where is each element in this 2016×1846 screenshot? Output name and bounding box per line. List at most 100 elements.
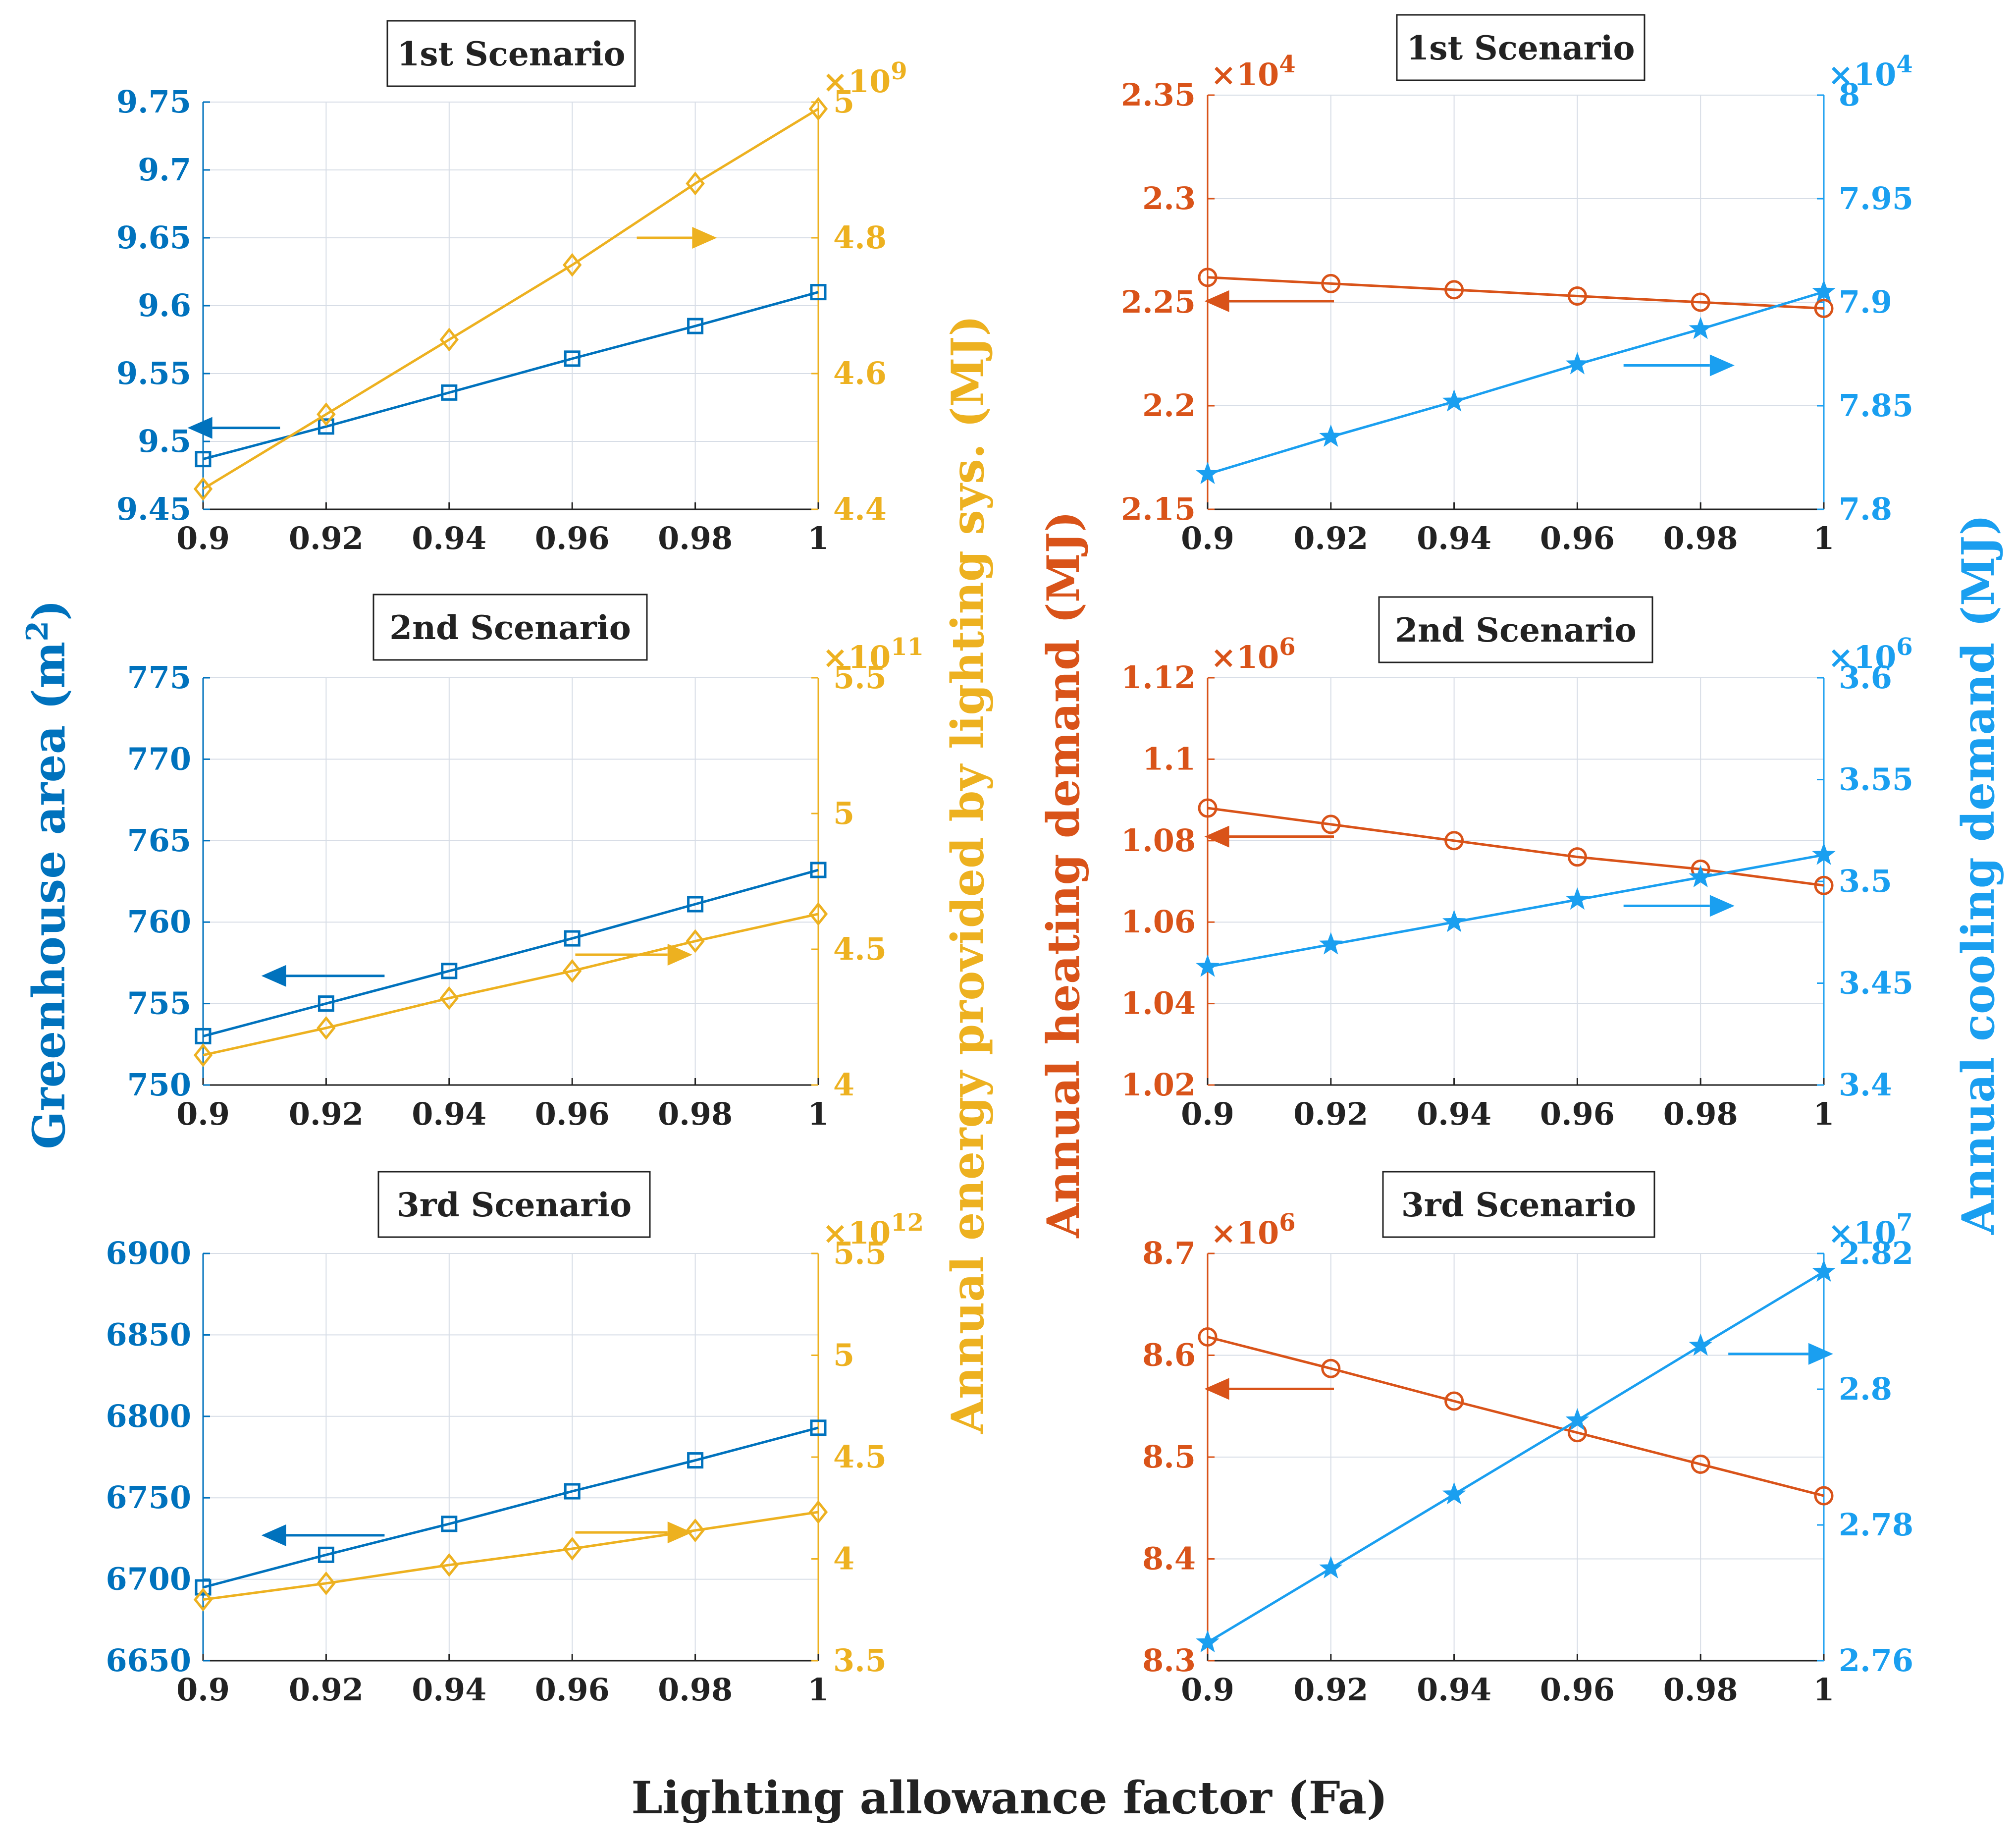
series-point-star	[1812, 279, 1836, 302]
left-y-tick-label: 8.5	[1142, 1439, 1196, 1475]
series-point-circle	[1444, 831, 1464, 851]
arrow-head-left	[1204, 290, 1229, 312]
right-y-tick-label: 2.76	[1839, 1642, 1913, 1679]
series-point-star	[1319, 424, 1343, 447]
left-y-tick-label: 6800	[106, 1398, 191, 1434]
arrow-head-right	[1709, 354, 1735, 377]
x-tick-label: 0.96	[1540, 1672, 1615, 1708]
right-y-tick-label: 2.78	[1839, 1507, 1913, 1543]
right-y-tick-label: 5	[833, 795, 854, 831]
x-tick-label: 0.96	[535, 1096, 610, 1132]
left-y-tick-label: 9.7	[138, 152, 191, 188]
series-line-star	[1207, 1270, 1825, 1644]
left-y-exponent-power: 4	[1279, 51, 1295, 78]
series-point-star	[1319, 1556, 1343, 1578]
panel-title: 2nd Scenario	[1395, 611, 1637, 650]
right-y-tick-label: 7.85	[1839, 387, 1913, 424]
series-point-diamond	[686, 929, 705, 953]
series-point-diamond	[562, 253, 582, 277]
series-line-diamond	[202, 108, 819, 490]
x-tick-label: 0.9	[1181, 1096, 1234, 1132]
series-point-circle	[1691, 292, 1710, 312]
x-tick-label: 0.96	[535, 520, 610, 556]
series-point-diamond	[439, 327, 459, 352]
x-axis-label: Lighting allowance factor (Fa)	[631, 1772, 1387, 1824]
right-y-tick-label: 2.8	[1839, 1371, 1892, 1407]
left-y-exponent-base: ×10	[1211, 639, 1279, 675]
series-point-square	[564, 1483, 581, 1500]
left-y-tick-label: 6650	[106, 1642, 191, 1679]
right-y-tick-label: 4	[833, 1067, 854, 1103]
left-y-tick-label: 750	[127, 1067, 191, 1103]
series-line-star	[1207, 854, 1824, 969]
series-point-star	[1565, 887, 1590, 910]
left-y-exponent-power: 6	[1279, 633, 1295, 661]
arrow-head-right	[667, 1521, 692, 1544]
panels: 0.9 0.92 0.94 0.96 0.98 19.459.59.559.69.659.…	[106, 14, 1913, 1708]
left-y-tick-label: 9.6	[138, 287, 191, 324]
series-point-diamond	[808, 1500, 828, 1524]
series-point-diamond	[317, 1016, 336, 1040]
left-y-exponent: ×106	[1211, 633, 1296, 675]
right-y-tick-label: 5	[833, 84, 854, 120]
series-point-star	[1196, 954, 1220, 977]
x-tick-label: 1	[1813, 1672, 1834, 1708]
series-point-circle	[1691, 1454, 1710, 1474]
series-point-circle	[1321, 273, 1341, 293]
series-point-square	[318, 418, 334, 435]
x-tick-label: 0.92	[289, 520, 364, 556]
left-y-tick-label: 1.04	[1121, 985, 1196, 1022]
left-y-axis-label-main: Greenhouse area (m	[23, 642, 75, 1149]
series-point-circle	[1198, 268, 1218, 287]
series-line-diamond	[203, 913, 819, 1057]
x-tick-label: 0.9	[1181, 520, 1234, 556]
series-point-star	[1689, 317, 1712, 339]
left-y-axis-label: Greenhouse area (m2)	[20, 599, 75, 1149]
x-tick-label: 0.94	[412, 1672, 486, 1708]
series-point-star	[1812, 842, 1836, 865]
plot-area	[203, 678, 818, 1085]
right-y-tick-label: 7.9	[1839, 284, 1892, 320]
panel-title: 1st Scenario	[1406, 29, 1635, 67]
series-point-star	[1565, 1408, 1590, 1431]
right-y-tick-label: 4.4	[833, 491, 887, 527]
series-line-circle	[1207, 1336, 1824, 1497]
right-y-exponent-power: 4	[1896, 51, 1912, 78]
x-tick-label: 0.98	[1663, 520, 1738, 556]
x-tick-label: 0.92	[289, 1096, 364, 1132]
left-y-tick-label: 6750	[106, 1479, 191, 1516]
series-point-diamond	[317, 1571, 336, 1595]
left-y-tick-label: 2.25	[1121, 284, 1196, 320]
x-tick-label: 0.94	[1417, 1096, 1491, 1132]
series-line-circle	[1207, 807, 1824, 887]
x-tick-label: 0.94	[412, 1096, 486, 1132]
right-y-tick-label: 4.6	[833, 355, 887, 391]
right-y-exponent: ×1011	[822, 633, 924, 675]
series-point-circle	[1444, 1391, 1464, 1411]
left-y-tick-label: 770	[127, 741, 191, 777]
panel-title-box	[1382, 1171, 1655, 1238]
arrow-head-right	[667, 943, 692, 966]
panel-title-box	[1378, 596, 1653, 663]
right-y-exponent-base: ×10	[1828, 56, 1896, 93]
left-y-tick-label: 8.4	[1142, 1541, 1196, 1577]
series-point-circle	[1198, 798, 1218, 818]
series-point-diamond	[193, 477, 213, 501]
right-y-exponent-base: ×10	[822, 1215, 891, 1251]
x-tick-label: 0.98	[1663, 1096, 1738, 1132]
x-tick-label: 0.92	[1293, 1672, 1368, 1708]
left-y-exponent: ×106	[1211, 1209, 1296, 1251]
series-point-square	[564, 350, 581, 367]
right-y-exponent-base: ×10	[1828, 639, 1896, 675]
series-point-square	[687, 896, 704, 913]
panel-title-box	[377, 1171, 651, 1238]
series-point-diamond	[808, 97, 828, 121]
right-y-tick-label: 5	[833, 1337, 854, 1373]
left-y-tick-label: 9.65	[116, 219, 191, 256]
left-y-tick-label: 1.02	[1121, 1067, 1196, 1103]
series-point-diamond	[317, 402, 336, 427]
left-y-tick-label: 6700	[106, 1561, 191, 1597]
series-point-circle	[1321, 814, 1341, 834]
panel-4: 0.9 0.92 0.94 0.96 0.98 1 2.15 2.2 2.25 2.3 2.35 7.…	[1121, 14, 1913, 556]
series-line-square	[203, 1426, 819, 1589]
